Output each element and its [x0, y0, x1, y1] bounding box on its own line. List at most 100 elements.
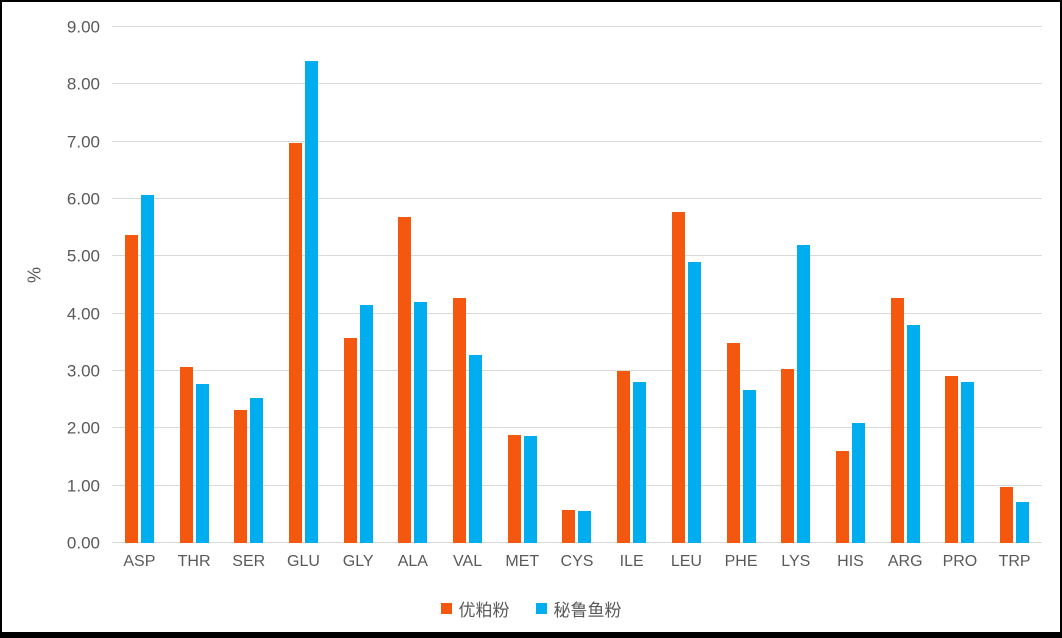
y-tick-label: 8.00	[66, 74, 100, 94]
gridline	[112, 140, 1042, 142]
bar-lys-youpofen	[781, 369, 795, 543]
x-category-label-val: VAL	[453, 553, 483, 570]
bar-gly-peru-fishmeal	[359, 304, 373, 543]
bar-ile-peru-fishmeal	[633, 381, 647, 543]
bars-layer	[112, 27, 1042, 543]
bar-group-ile	[604, 27, 659, 543]
bar-met-youpofen	[507, 435, 521, 543]
x-category-label-ala: ALA	[397, 553, 428, 570]
gridline	[112, 484, 1042, 486]
bar-glu-youpofen	[288, 142, 302, 543]
bar-leu-youpofen	[671, 212, 685, 543]
bar-met-peru-fishmeal	[523, 436, 537, 543]
gridline	[112, 255, 1042, 257]
bar-group-phe	[714, 27, 769, 543]
x-category-label-arg: ARG	[887, 553, 923, 570]
x-category-label-gly: GLY	[342, 553, 374, 570]
x-category-label-glu: GLU	[287, 553, 320, 570]
bar-group-ala	[386, 27, 441, 543]
x-category-label-ser: SER	[232, 553, 266, 570]
legend-item-peru-fishmeal: 秘鲁鱼粉	[535, 596, 622, 621]
gridline	[112, 370, 1042, 371]
x-category-label-phe: PHE	[724, 553, 758, 570]
bar-cys-peru-fishmeal	[578, 510, 592, 543]
bar-his-peru-fishmeal	[851, 422, 865, 543]
y-tick-label: 9.00	[66, 17, 100, 37]
y-tick-label: 5.00	[66, 246, 100, 266]
x-category-label-lys: LYS	[781, 553, 811, 570]
bar-val-peru-fishmeal	[469, 354, 483, 543]
bar-trp-peru-fishmeal	[1016, 501, 1030, 543]
gridline	[112, 198, 1042, 199]
bar-group-asp	[112, 27, 167, 543]
legend: 优粕粉 秘鲁鱼粉	[2, 596, 1060, 621]
bar-lys-peru-fishmeal	[797, 244, 811, 543]
plot-area	[112, 26, 1042, 543]
y-tick-label: 7.00	[66, 132, 100, 152]
bar-group-pro	[933, 27, 988, 543]
y-axis-labels: 0.00 1.00 2.00 3.00 4.00 5.00 6.00 7.00 8.00 9.00	[2, 19, 100, 552]
bar-asp-peru-fishmeal	[140, 195, 154, 543]
y-tick-label: 1.00	[66, 476, 100, 496]
legend-label: 秘鲁鱼粉	[553, 601, 622, 620]
y-tick-label: 4.00	[66, 304, 100, 324]
x-category-label-thr: THR	[177, 553, 211, 570]
legend-swatch-icon	[535, 603, 547, 614]
bar-cys-youpofen	[562, 509, 576, 543]
x-category-label-asp: ASP	[123, 553, 156, 570]
bottom-border-bar	[2, 632, 1060, 638]
bar-gly-youpofen	[343, 338, 357, 543]
bar-ala-peru-fishmeal	[414, 301, 428, 543]
gridline	[112, 542, 1042, 543]
bar-pro-youpofen	[945, 375, 959, 543]
bar-group-glu	[276, 27, 331, 543]
y-tick-label: 3.00	[66, 361, 100, 381]
bar-thr-peru-fishmeal	[195, 383, 209, 543]
y-tick-label: 0.00	[66, 533, 100, 553]
bar-val-youpofen	[453, 298, 467, 543]
x-axis-labels: ASP THR SER GLU GLY ALA VAL MET CYS ILE LEU PHE LYS H…	[112, 553, 1042, 571]
y-tick-label: 2.00	[66, 418, 100, 438]
bar-group-leu	[659, 27, 714, 543]
legend-swatch-icon	[440, 603, 452, 614]
bar-group-gly	[331, 27, 386, 543]
x-category-label-his: HIS	[837, 553, 864, 570]
bar-phe-youpofen	[726, 343, 740, 543]
bar-leu-peru-fishmeal	[687, 262, 701, 543]
x-category-label-leu: LEU	[670, 553, 702, 570]
bar-ala-youpofen	[398, 216, 412, 543]
bar-ser-youpofen	[234, 410, 248, 543]
x-category-label-pro: PRO	[942, 553, 978, 570]
bar-arg-peru-fishmeal	[906, 325, 920, 543]
x-category-label-met: MET	[505, 553, 540, 570]
gridline	[112, 26, 1042, 27]
gridline	[112, 427, 1042, 429]
bar-group-cys	[550, 27, 605, 543]
x-category-label-trp: TRP	[998, 553, 1031, 570]
gridline	[112, 83, 1042, 85]
bar-asp-youpofen	[124, 234, 138, 543]
legend-item-youpofen: 优粕粉	[440, 596, 510, 621]
bar-group-lys	[768, 27, 823, 543]
bar-group-ser	[221, 27, 276, 543]
bar-thr-youpofen	[179, 367, 193, 543]
bar-trp-youpofen	[1000, 487, 1014, 543]
x-category-label-cys: CYS	[560, 553, 594, 570]
bar-group-arg	[878, 27, 933, 543]
bar-ile-youpofen	[617, 371, 631, 543]
bar-group-val	[440, 27, 495, 543]
y-tick-label: 6.00	[66, 189, 100, 209]
bar-arg-youpofen	[890, 298, 904, 543]
gridline	[112, 312, 1042, 314]
x-category-label-ile: ILE	[619, 553, 644, 570]
bar-ser-peru-fishmeal	[250, 397, 264, 543]
bar-glu-peru-fishmeal	[304, 60, 318, 543]
bar-group-met	[495, 27, 550, 543]
bar-pro-peru-fishmeal	[961, 381, 975, 543]
bar-group-trp	[987, 27, 1042, 543]
bar-group-his	[823, 27, 878, 543]
legend-label: 优粕粉	[458, 601, 510, 620]
bar-group-thr	[167, 27, 222, 543]
bar-phe-peru-fishmeal	[742, 389, 756, 543]
